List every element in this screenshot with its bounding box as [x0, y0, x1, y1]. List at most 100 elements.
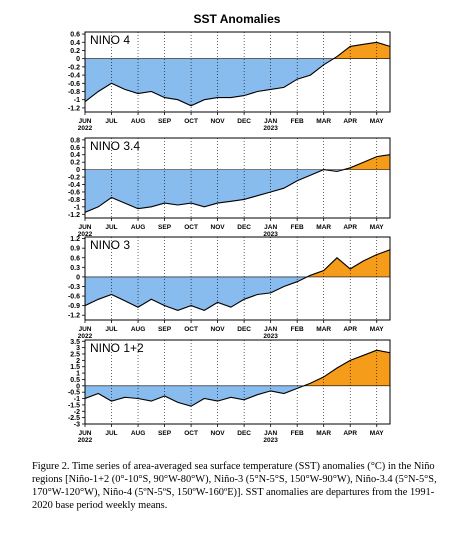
xtick-label: MAY [370, 326, 385, 333]
xtick-label: JAN [264, 430, 277, 437]
ytick-label: -3 [74, 422, 80, 429]
figure-title: SST Anomalies [194, 12, 281, 26]
ytick-label: -0.5 [68, 390, 80, 397]
ytick-label: 2 [76, 358, 80, 365]
plot-frame [84, 236, 391, 321]
xtick-label: FEB [291, 326, 304, 333]
ytick-label: -0.8 [68, 197, 80, 204]
ytick-label: 0.6 [70, 145, 80, 152]
xtick-label: JUN [78, 118, 91, 125]
plot-frame [84, 339, 391, 425]
plot-frame [84, 31, 391, 113]
sst-anomaly-line [85, 41, 390, 107]
xtick-label: OCT [184, 326, 198, 333]
year-label: 2022 [78, 437, 93, 444]
xtick-label: OCT [184, 430, 198, 437]
positive-anomaly-area [85, 154, 390, 170]
positive-anomaly-area [85, 350, 390, 386]
negative-anomaly-area [85, 58, 390, 106]
ytick-label: 0.3 [70, 265, 80, 272]
ytick-label: -0.6 [68, 294, 80, 301]
year-label: 2023 [263, 437, 278, 444]
year-label: 2023 [263, 231, 278, 238]
ytick-label: -1.2 [68, 313, 80, 320]
xtick-label: OCT [184, 224, 198, 231]
xtick-label: MAY [370, 430, 385, 437]
ytick-label: -1.2 [68, 105, 80, 112]
xtick-label: JAN [264, 224, 277, 231]
panel-label: NINO 1+2 [90, 341, 144, 355]
positive-anomaly-area [85, 249, 390, 277]
ytick-label: -0.4 [68, 73, 80, 80]
negative-anomaly-area [85, 276, 308, 311]
xtick-label: NOV [211, 224, 226, 231]
ytick-label: 1 [76, 371, 80, 378]
xtick-label: FEB [291, 224, 304, 231]
ytick-label: -1.2 [68, 212, 80, 219]
ytick-label: -2.5 [68, 415, 80, 422]
ytick-label: -0.4 [68, 182, 80, 189]
xtick-label: DEC [237, 224, 251, 231]
ytick-label: -0.2 [68, 64, 80, 71]
ytick-label: 0.4 [70, 152, 80, 159]
sst-anomaly-line [85, 349, 390, 407]
chart-canvas: SST Anomalies NINO 40.60.40.20-0.2-0.4-0… [68, 12, 391, 444]
xtick-label: JUL [105, 224, 117, 231]
sst-anomaly-line [85, 154, 390, 213]
ytick-label: 1.5 [70, 364, 80, 371]
xtick-label: MAY [370, 224, 385, 231]
ytick-label: 0 [76, 167, 80, 174]
year-label: 2022 [78, 333, 93, 340]
ytick-label: 0.5 [70, 377, 80, 384]
ytick-label: -1 [74, 396, 80, 403]
xtick-label: DEC [237, 118, 251, 125]
ytick-label: -0.8 [68, 89, 80, 96]
year-label: 2022 [78, 231, 93, 238]
ytick-label: -1 [74, 204, 80, 211]
xtick-label: JAN [264, 326, 277, 333]
ytick-label: 2.5 [70, 352, 80, 359]
sst-anomaly-line [85, 249, 390, 312]
ytick-label: 3 [76, 345, 80, 352]
figure-caption: Figure 2. Time series of area-averaged s… [32, 461, 437, 511]
xtick-label: SEP [158, 326, 172, 333]
xtick-label: NOV [211, 430, 226, 437]
panel-3: NINO 1+2 3.532.521.510.50-0.5-1-1.5-2-2.5… [68, 339, 391, 444]
xtick-label: OCT [184, 118, 198, 125]
year-label: 2022 [78, 125, 93, 132]
panel-0: NINO 4 0.60.40.20-0.2 -0.4-0.6-0.8-1-1.2 JU… [68, 31, 391, 132]
xtick-label: MAR [316, 224, 331, 231]
ytick-label: -0.3 [68, 284, 80, 291]
panels: NINO 40.60.40.20-0.2-0.4-0.6-0.8-1-1.2JU… [68, 31, 391, 444]
xtick-label: SEP [158, 430, 172, 437]
ytick-label: 1.2 [70, 236, 80, 243]
ytick-label: 3.5 [70, 339, 80, 346]
ytick-label: -0.6 [68, 189, 80, 196]
ytick-label: 0.6 [70, 255, 80, 262]
ytick-label: 0 [76, 274, 80, 281]
panel-label: NINO 4 [90, 33, 130, 47]
xtick-label: AUG [131, 224, 145, 231]
ytick-label: 0 [76, 383, 80, 390]
xtick-label: MAR [316, 326, 331, 333]
ytick-label: 0 [76, 56, 80, 63]
xtick-label: DEC [237, 430, 251, 437]
xtick-label: JUN [78, 224, 91, 231]
xtick-label: APR [343, 326, 357, 333]
plot-frame [84, 137, 391, 219]
xtick-label: MAY [370, 118, 385, 125]
ytick-label: -0.6 [68, 81, 80, 88]
ytick-label: 0.2 [70, 160, 80, 167]
xtick-label: AUG [131, 430, 145, 437]
xtick-label: APR [343, 224, 357, 231]
ytick-label: 0.6 [70, 32, 80, 39]
xtick-label: FEB [291, 430, 304, 437]
ytick-label: 0.2 [70, 48, 80, 55]
xtick-label: APR [343, 430, 357, 437]
xtick-label: AUG [131, 118, 145, 125]
xtick-label: JUL [105, 430, 117, 437]
xtick-label: FEB [291, 118, 304, 125]
year-label: 2023 [263, 333, 278, 340]
panel-label: NINO 3 [90, 238, 130, 252]
